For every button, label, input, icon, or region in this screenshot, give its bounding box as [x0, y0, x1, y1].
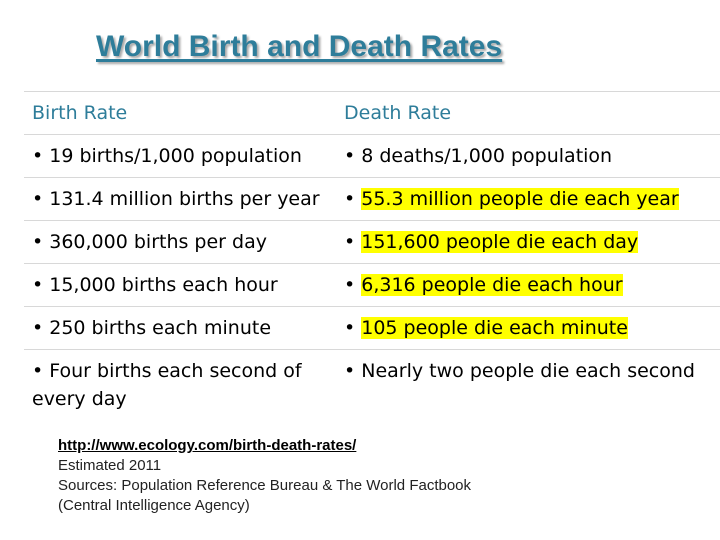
birth-cell: • 131.4 million births per year: [24, 177, 336, 221]
highlighted-death-text: 105 people die each minute: [361, 317, 628, 339]
death-cell: • Nearly two people die each second: [336, 349, 720, 413]
source-agency: (Central Intelligence Agency): [58, 497, 250, 514]
table-row: • Four births each second of every day •…: [24, 349, 720, 413]
death-cell: • 6,316 people die each hour: [336, 263, 720, 307]
table-row: • 15,000 births each hour • 6,316 people…: [24, 263, 720, 307]
page-title: World Birth and Death Rates: [96, 30, 503, 63]
source-references: Sources: Population Reference Bureau & T…: [58, 477, 472, 494]
table-row: • 131.4 million births per year • 55.3 m…: [24, 177, 720, 221]
birth-cell: • 250 births each minute: [24, 306, 336, 350]
death-cell: • 8 deaths/1,000 population: [336, 134, 720, 178]
bullet: •: [344, 188, 362, 210]
table-row: • 250 births each minute • 105 people di…: [24, 306, 720, 350]
table-row: • 19 births/1,000 population • 8 deaths/…: [24, 134, 720, 178]
birth-cell: • 15,000 births each hour: [24, 263, 336, 307]
source-estimate: Estimated 2011: [58, 457, 162, 474]
table-row: • 360,000 births per day • 151,600 peopl…: [24, 220, 720, 264]
birth-cell: • 19 births/1,000 population: [24, 134, 336, 178]
birth-cell: • Four births each second of every day: [24, 349, 336, 413]
bullet: •: [344, 231, 362, 253]
death-rate-header: Death Rate: [336, 91, 720, 135]
highlighted-death-text: 6,316 people die each hour: [361, 274, 623, 296]
birth-cell: • 360,000 births per day: [24, 220, 336, 264]
bullet: •: [344, 274, 362, 296]
highlighted-death-text: 55.3 million people die each year: [361, 188, 679, 210]
highlighted-death-text: 151,600 people die each day: [361, 231, 639, 253]
death-cell: • 151,600 people die each day: [336, 220, 720, 264]
death-cell: • 55.3 million people die each year: [336, 177, 720, 221]
death-cell: • 105 people die each minute: [336, 306, 720, 350]
birth-rate-header: Birth Rate: [24, 91, 336, 135]
rates-table: Birth Rate Death Rate • 19 births/1,000 …: [24, 91, 720, 413]
source-link[interactable]: http://www.ecology.com/birth-death-rates…: [58, 437, 357, 454]
source-block: http://www.ecology.com/birth-death-rates…: [58, 436, 471, 516]
table-header-row: Birth Rate Death Rate: [24, 91, 720, 135]
bullet: •: [344, 317, 362, 339]
